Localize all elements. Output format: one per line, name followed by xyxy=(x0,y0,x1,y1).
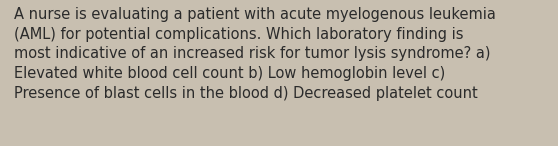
Text: A nurse is evaluating a patient with acute myelogenous leukemia
(AML) for potent: A nurse is evaluating a patient with acu… xyxy=(14,7,496,101)
